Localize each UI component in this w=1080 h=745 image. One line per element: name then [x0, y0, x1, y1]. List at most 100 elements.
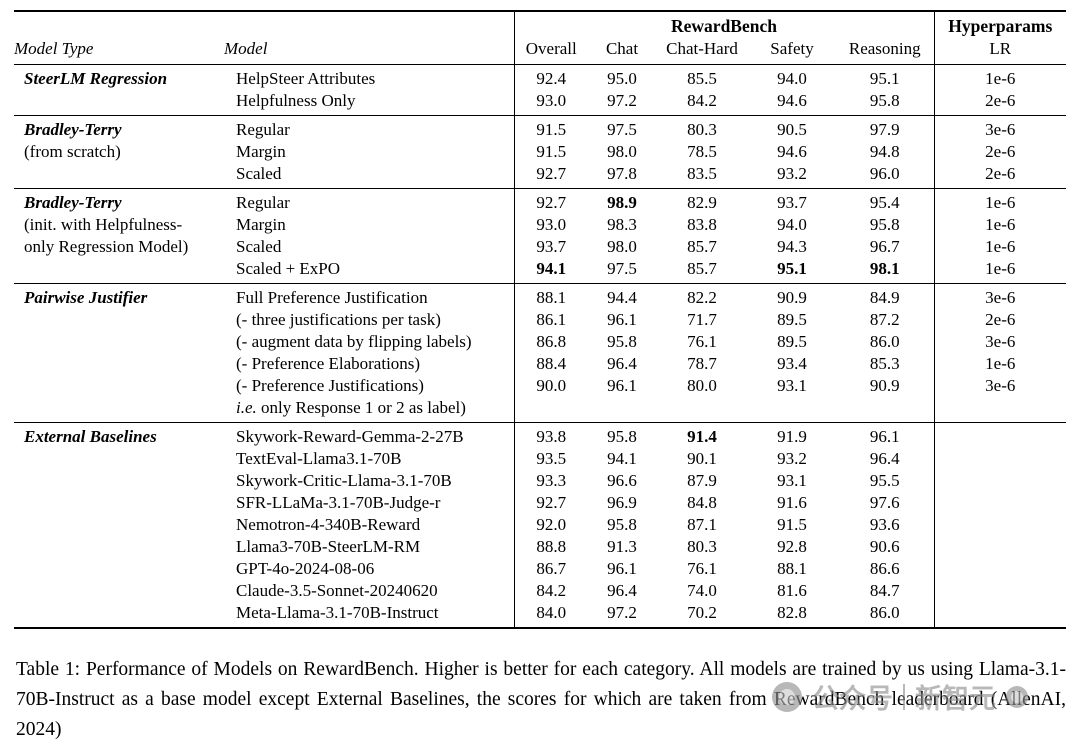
col-header-model: Model	[224, 39, 268, 58]
metric-cell: 96.6	[607, 471, 637, 490]
metric-cell: 91.5	[777, 515, 807, 534]
metric-cell: 81.6	[777, 581, 807, 600]
lr-cell: 1e-6	[933, 214, 1067, 236]
model-cell: Nemotron-4-340B-Reward	[236, 515, 421, 534]
table-row: Bradley-Terry (init. with Helpfulness-onl…	[14, 188, 1067, 256]
model-cell: (- three justifications per task)	[236, 310, 441, 329]
metric-cell: 84.0	[513, 602, 588, 628]
metric-cell: 96.4	[607, 581, 637, 600]
metric-cell: 93.4	[777, 354, 807, 373]
model-type-cell: External Baselines	[14, 423, 224, 629]
metric-cell: 95.0	[607, 69, 637, 88]
table-row: External Baselines Skywork-Reward-Gemma-2…	[14, 422, 1067, 448]
metric-cell: 92.7	[513, 492, 588, 514]
model-cell: Skywork-Reward-Gemma-2-27B	[236, 427, 464, 446]
table-section: Pairwise Justifier Full Preference Justif…	[14, 283, 1067, 423]
watermark: 公众号 新智元	[772, 677, 1028, 716]
metric-cell: 92.0	[513, 514, 588, 536]
metric-cell: 76.1	[687, 559, 717, 578]
table-row: Nemotron-4-340B-Reward 92.0 95.8 87.1 91.5 93…	[14, 514, 1067, 536]
metric-cell: 85.3	[869, 354, 900, 373]
metric-cell: 92.4	[513, 64, 588, 90]
col-header-lr: LR	[933, 37, 1067, 65]
header-group-row: RewardBench Hyperparams	[14, 11, 1067, 37]
metric-cell: 80.0	[687, 376, 717, 395]
group-header-hyperparams: Hyperparams	[933, 11, 1067, 37]
metric-cell: 70.2	[687, 603, 717, 622]
metric-cell: 96.1	[607, 376, 637, 395]
lr-cell	[933, 470, 1067, 492]
metric-cell: 76.1	[687, 332, 717, 351]
metric-cell: 92.8	[777, 537, 807, 556]
metric-cell: 95.8	[869, 215, 900, 234]
header-columns-row: Model Type Model Overall Chat Chat-Hard …	[14, 37, 1067, 65]
metric-cell: 78.7	[687, 354, 717, 373]
table-row: Meta-Llama-3.1-70B-Instruct 84.0 97.2 70.2 8…	[14, 602, 1067, 628]
metric-cell: 90.5	[777, 120, 807, 139]
table-row: (- Preference Justifications) 90.0 96.1 80.…	[14, 375, 1067, 397]
metric-cell: 90.1	[687, 449, 717, 468]
metric-cell: 98.9	[607, 193, 637, 212]
metric-cell: 85.7	[687, 259, 717, 278]
col-header-model-type: Model Type	[14, 39, 94, 58]
table-row: i.e. only Response 1 or 2 as label)	[14, 397, 1067, 423]
model-type-line: only Regression Model)	[24, 237, 189, 256]
metric-cell: 71.7	[687, 310, 717, 329]
metric-cell: 95.8	[607, 515, 637, 534]
col-header-chat-hard: Chat-Hard	[666, 39, 738, 58]
lr-cell	[933, 602, 1067, 628]
metric-cell: 84.7	[869, 581, 900, 600]
model-cell: Regular	[236, 120, 290, 139]
lr-cell: 1e-6	[933, 353, 1067, 375]
metric-cell: 90.6	[869, 537, 900, 556]
metric-cell: 93.6	[869, 515, 900, 534]
metric-cell: 95.5	[869, 471, 900, 490]
model-cell: Scaled	[236, 164, 282, 183]
metric-cell: 98.0	[607, 237, 637, 256]
col-header-overall: Overall	[513, 37, 588, 65]
metric-cell: 86.0	[869, 332, 900, 351]
watermark-badge-icon	[1006, 685, 1028, 708]
metric-cell: 97.5	[607, 259, 637, 278]
metric-cell: 88.8	[513, 536, 588, 558]
metric-cell: 96.4	[869, 449, 900, 468]
metric-cell: 93.7	[777, 193, 807, 212]
metric-cell: 85.7	[687, 237, 717, 256]
metric-cell: 91.5	[513, 115, 588, 141]
metric-cell: 94.1	[607, 449, 637, 468]
metric-cell: 96.1	[607, 559, 637, 578]
metric-cell: 89.5	[777, 310, 807, 329]
model-cell: Scaled + ExPO	[236, 259, 341, 278]
model-type-line: (init. with Helpfulness-	[24, 215, 183, 234]
metric-cell: 96.7	[869, 237, 900, 256]
metric-cell: 91.9	[777, 427, 807, 446]
metric-cell: 93.0	[513, 90, 588, 116]
metric-cell: 94.6	[777, 142, 807, 161]
metric-cell: 82.2	[687, 288, 717, 307]
metric-cell: 94.6	[777, 91, 807, 110]
metric-cell: 83.8	[687, 215, 717, 234]
metric-cell: 95.8	[869, 91, 900, 110]
metric-cell: 97.6	[869, 493, 900, 512]
lr-cell	[933, 558, 1067, 580]
model-cell: Meta-Llama-3.1-70B-Instruct	[236, 603, 439, 622]
metric-cell: 97.2	[607, 603, 637, 622]
metric-cell: 95.8	[607, 427, 637, 446]
table-row: Skywork-Critic-Llama-3.1-70B 93.3 96.6 87.9…	[14, 470, 1067, 492]
lr-cell: 2e-6	[933, 163, 1067, 189]
metric-cell: 93.7	[513, 236, 588, 258]
table-section: SteerLM Regression HelpSteer Attributes 92…	[14, 64, 1067, 116]
lr-cell: 3e-6	[933, 331, 1067, 353]
model-type-cell: SteerLM Regression	[14, 65, 224, 116]
model-type-line: Bradley-Terry	[24, 120, 122, 139]
header-spacer-model	[224, 11, 514, 37]
model-cell: Regular	[236, 193, 290, 212]
model-type-line: Pairwise Justifier	[24, 288, 148, 307]
lr-cell: 2e-6	[933, 309, 1067, 331]
lr-cell	[933, 580, 1067, 602]
metric-cell: 87.1	[687, 515, 717, 534]
lr-cell: 3e-6	[933, 283, 1067, 309]
lr-cell	[933, 422, 1067, 448]
metric-cell: 86.8	[513, 331, 588, 353]
